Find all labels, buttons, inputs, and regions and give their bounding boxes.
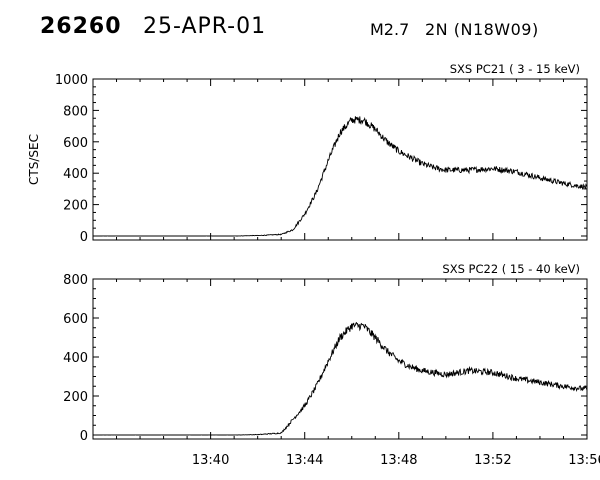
panel-title-2: SXS PC22 ( 15 - 40 keV) [442,262,580,276]
y-tick-label: 800 [63,273,88,288]
y-tick-label: 800 [63,104,88,119]
flare-importance: 2N (N18W09) [425,20,539,39]
x-tick-label: 13:40 [192,453,229,468]
plot-frame-2 [92,278,588,440]
x-tick-label: 13:48 [380,453,417,468]
series-line-1 [93,116,588,237]
y-tick-label: 600 [63,312,88,327]
series-line-2 [92,321,588,436]
y-axis-label: CTS/SEC [27,134,41,185]
event-number: 26260 [40,14,122,39]
y-tick-label: 600 [63,136,88,151]
y-tick-label: 1000 [55,73,88,88]
x-tick-label: 13:52 [474,453,511,468]
flare-class: M2.7 [370,20,410,39]
y-tick-label: 200 [63,199,88,214]
y-tick-label: 400 [63,167,88,182]
y-tick-label: 400 [63,351,88,366]
x-tick-label: 13:44 [286,453,323,468]
panel-title-1: SXS PC21 ( 3 - 15 keV) [450,62,580,76]
y-tick-label: 200 [63,390,88,405]
x-tick-label: 13:56 [568,453,600,468]
event-date: 25-APR-01 [143,14,267,39]
y-tick-label: 0 [80,230,88,245]
plot-frame-1 [92,78,588,241]
y-tick-label: 0 [80,429,88,444]
